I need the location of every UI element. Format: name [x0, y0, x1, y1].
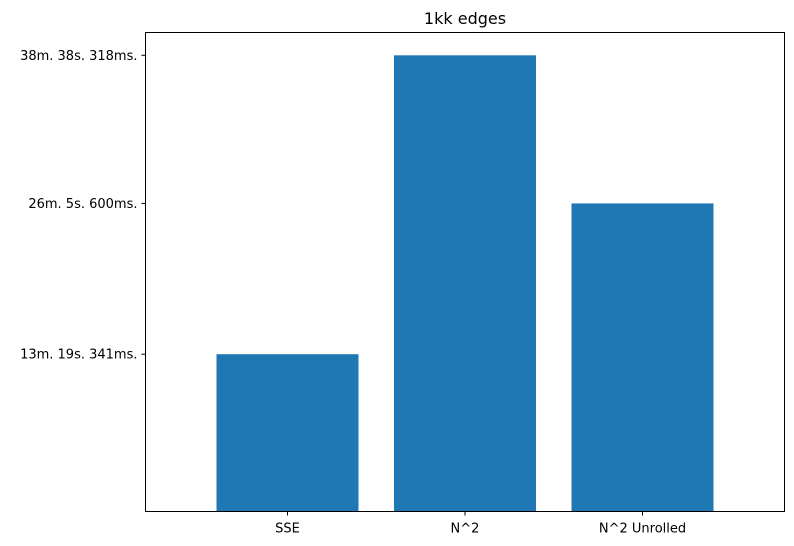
plot-frame	[145, 32, 785, 512]
bar-n-2-unrolled	[571, 203, 714, 512]
y-tick-label: 38m. 38s. 318ms.	[20, 49, 137, 64]
y-tick-label: 13m. 19s. 341ms.	[20, 348, 137, 363]
y-axis-ticks: 13m. 19s. 341ms. 26m. 5s. 600ms. 38m. 38s.…	[20, 49, 146, 363]
x-tick-label: N^2 Unrolled	[599, 522, 686, 537]
x-tick-label: N^2	[451, 522, 480, 537]
x-axis-ticks: SSE N^2 N^2 Unrolled	[275, 511, 686, 537]
x-tick-label: SSE	[275, 522, 300, 537]
bar-n-2	[394, 55, 536, 512]
bars-group	[216, 55, 714, 512]
bar-sse	[216, 354, 359, 512]
y-tick-label: 26m. 5s. 600ms.	[28, 197, 137, 212]
chart-title: 1kk edges	[424, 9, 506, 28]
